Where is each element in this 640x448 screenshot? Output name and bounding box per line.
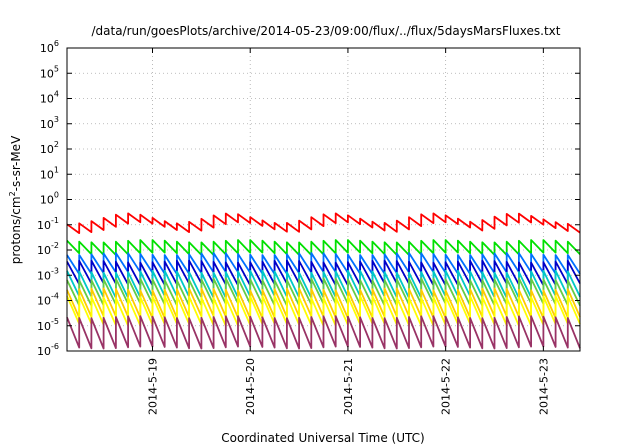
- y-axis-label: protons/cm2-s-sr-MeV: [8, 135, 23, 264]
- series-line: [66, 212, 581, 234]
- x-tick-label: 2014-5-23: [537, 358, 550, 415]
- y-tick-label: 10-2: [37, 241, 59, 257]
- y-tick-label: 10-3: [37, 266, 59, 282]
- y-tick-label: 106: [40, 39, 59, 55]
- chart-title: /data/run/goesPlots/archive/2014-05-23/0…: [92, 24, 561, 38]
- x-tick-label: 2014-5-20: [244, 358, 257, 415]
- x-tick-label: 2014-5-19: [147, 358, 160, 415]
- y-tick-label: 101: [40, 165, 59, 181]
- y-tick-label: 10-6: [37, 342, 59, 358]
- y-tick-label: 10-1: [37, 216, 59, 232]
- y-tick-label: 103: [40, 115, 59, 131]
- x-tick-label: 2014-5-22: [440, 358, 453, 415]
- series-layer: [66, 212, 581, 350]
- y-tick-label: 104: [40, 90, 59, 106]
- y-tick-label: 10-4: [37, 292, 59, 308]
- y-axis: 10-6 10-5 10-4 10-3 10-2 10-1 100 101 102 103 104 1…: [37, 39, 580, 358]
- x-axis-label: Coordinated Universal Time (UTC): [221, 431, 424, 445]
- x-tick-label: 2014-5-21: [342, 358, 355, 415]
- y-tick-label: 100: [40, 191, 59, 207]
- y-tick-label: 105: [40, 64, 59, 80]
- y-tick-label: 102: [40, 140, 59, 156]
- x-axis: 2014-5-19 2014-5-20 2014-5-21 2014-5-22 2014…: [147, 48, 550, 415]
- series-line: [66, 315, 581, 350]
- y-tick-label: 10-5: [37, 317, 59, 333]
